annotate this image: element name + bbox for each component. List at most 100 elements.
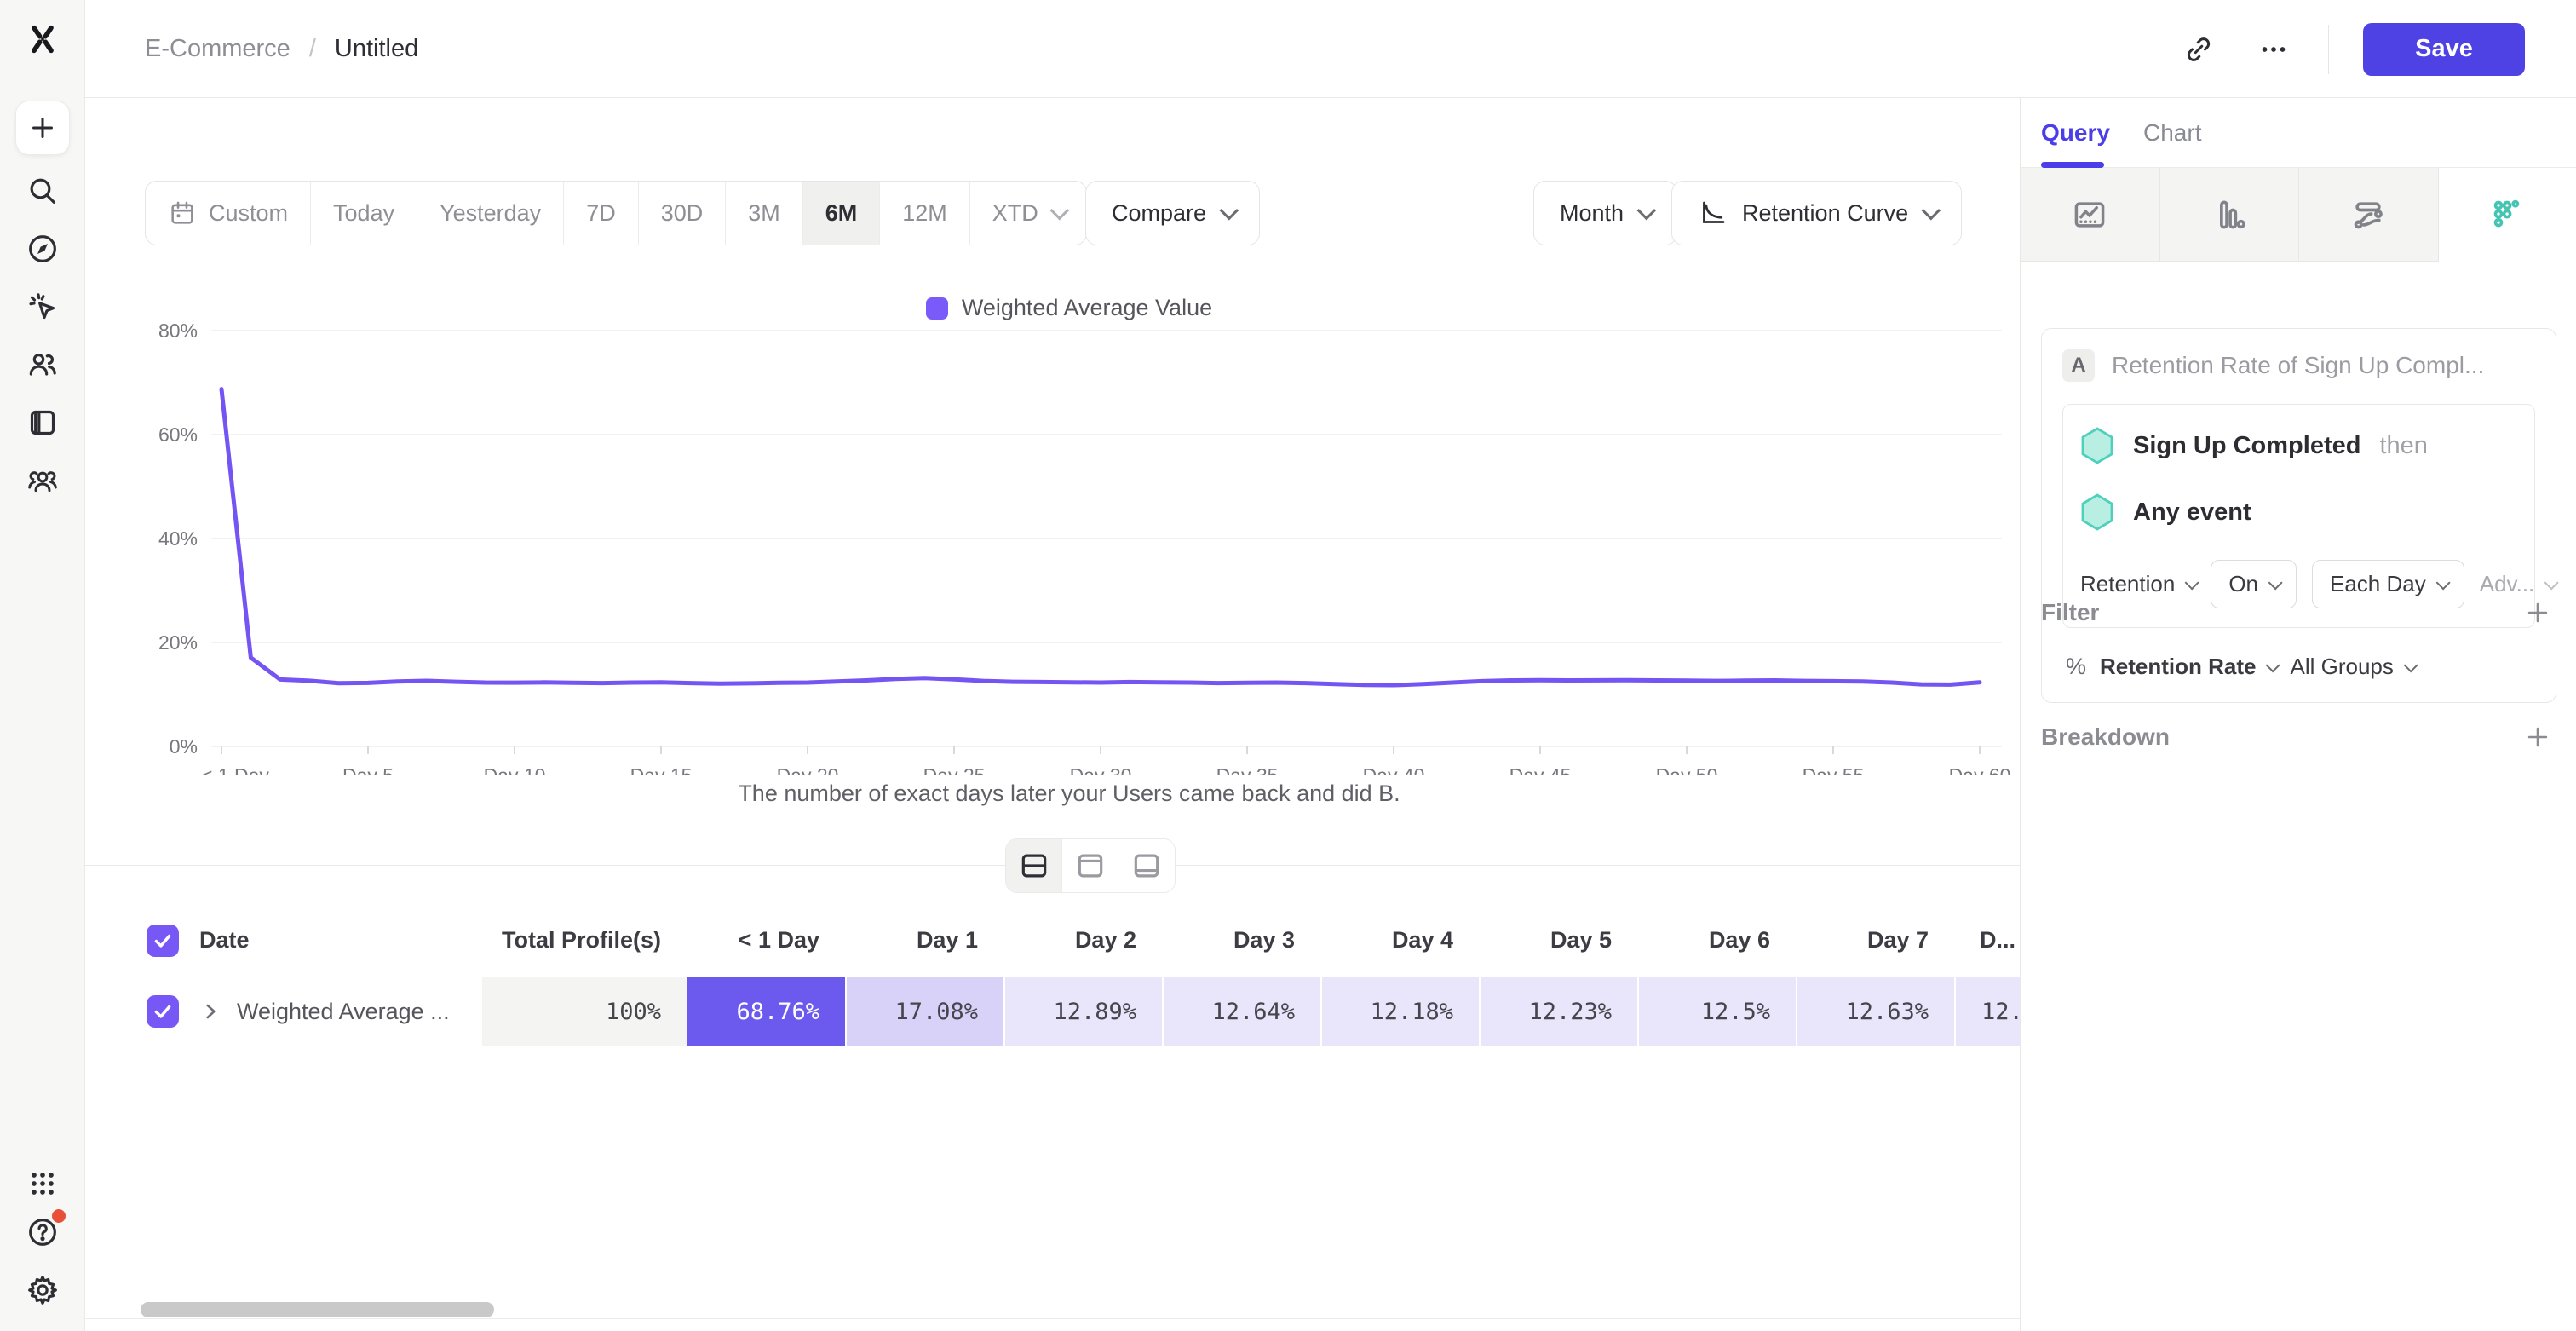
metric-row: % Retention Rate All Groups bbox=[2062, 654, 2535, 680]
retention-value-cell[interactable]: 12.89% bbox=[1003, 977, 1162, 1046]
on-dropdown[interactable]: On bbox=[2211, 560, 2297, 608]
column-header[interactable]: Day 4 bbox=[1391, 927, 1453, 953]
retention-line-chart[interactable]: 0% 20% 40% 60% 80% < 1 Day Day 5 Day 10 Day 15 Da… bbox=[119, 298, 2019, 775]
column-header[interactable]: Day 6 bbox=[1708, 927, 1770, 953]
y-axis-tick-label: 80% bbox=[158, 320, 198, 342]
query-definition-card: A Retention Rate of Sign Up Compl... Sig… bbox=[2041, 328, 2559, 703]
column-header[interactable]: Day 1 bbox=[916, 927, 978, 953]
column-header[interactable]: < 1 Day bbox=[738, 927, 819, 953]
copy-link-icon[interactable] bbox=[2178, 29, 2219, 70]
column-header[interactable]: Day 2 bbox=[1074, 927, 1136, 953]
settings-gear-icon[interactable] bbox=[22, 1270, 63, 1311]
column-header[interactable]: D... bbox=[1980, 927, 2016, 953]
panel-tab-bar: Query Chart bbox=[2021, 98, 2576, 168]
query-title-row[interactable]: A Retention Rate of Sign Up Compl... bbox=[2062, 349, 2535, 382]
tab-chart[interactable]: Chart bbox=[2143, 119, 2202, 146]
search-icon[interactable] bbox=[22, 170, 63, 211]
more-options-icon[interactable] bbox=[2253, 29, 2294, 70]
event-step-1[interactable]: Sign Up Completed then bbox=[2080, 427, 2517, 464]
column-header-date[interactable]: Date bbox=[199, 927, 250, 953]
tab-query[interactable]: Query bbox=[2041, 119, 2110, 146]
column-header[interactable]: Total Profile(s) bbox=[501, 927, 661, 953]
advanced-label: Adv... bbox=[2479, 571, 2535, 596]
plus-icon bbox=[32, 118, 53, 138]
groups-dropdown[interactable]: All Groups bbox=[2290, 654, 2418, 680]
retention-line-series[interactable] bbox=[219, 387, 1982, 688]
date-range-30d[interactable]: 30D bbox=[639, 182, 727, 245]
save-button[interactable]: Save bbox=[2363, 22, 2525, 76]
x-axis-tick-label: Day 25 bbox=[923, 764, 986, 775]
date-range-custom[interactable]: Custom bbox=[146, 182, 312, 245]
create-button[interactable] bbox=[14, 101, 70, 155]
event2-name: Any event bbox=[2133, 498, 2251, 526]
add-breakdown-button[interactable] bbox=[2519, 718, 2556, 756]
layout-chart-view-icon[interactable] bbox=[1062, 839, 1118, 892]
boards-icon[interactable] bbox=[22, 402, 63, 443]
date-range-label: XTD bbox=[992, 199, 1038, 226]
row-checkbox[interactable] bbox=[147, 995, 179, 1028]
retention-value-cell[interactable]: 100% bbox=[482, 977, 687, 1046]
granularity-label: Month bbox=[1560, 199, 1624, 226]
legend-swatch bbox=[925, 297, 948, 320]
retention-value-cell[interactable]: 12.23% bbox=[1479, 977, 1637, 1046]
column-header[interactable]: Day 7 bbox=[1866, 927, 1929, 953]
footer-divider bbox=[85, 1318, 2020, 1319]
x-axis-tick-label: Day 40 bbox=[1363, 764, 1425, 775]
date-range-label: Yesterday bbox=[440, 199, 542, 226]
legend-label: Weighted Average Value bbox=[961, 295, 1213, 320]
date-range-today[interactable]: Today bbox=[311, 182, 418, 245]
date-range-6m[interactable]: 6M bbox=[802, 182, 881, 245]
add-filter-button[interactable] bbox=[2519, 594, 2556, 631]
events-cursor-icon[interactable] bbox=[22, 286, 63, 327]
granularity-button[interactable]: Month bbox=[1533, 181, 1678, 245]
help-icon[interactable] bbox=[22, 1207, 68, 1253]
compare-button[interactable]: Compare bbox=[1085, 181, 1261, 245]
x-axis-tick-label: Day 5 bbox=[342, 764, 394, 775]
expand-row-icon[interactable] bbox=[199, 1000, 221, 1023]
retention-value-cell[interactable]: 12.5% bbox=[1637, 977, 1796, 1046]
retention-value-cell[interactable]: 12.64% bbox=[1162, 977, 1320, 1046]
x-axis-tick-label: Day 60 bbox=[1949, 764, 2011, 775]
metric-dropdown[interactable]: Retention Rate bbox=[2100, 654, 2281, 680]
interval-dropdown[interactable]: Each Day bbox=[2312, 560, 2464, 608]
breadcrumb-workspace[interactable]: E-Commerce bbox=[145, 35, 290, 62]
users-icon[interactable] bbox=[22, 344, 63, 385]
percent-icon: % bbox=[2066, 654, 2087, 679]
retention-value-cell[interactable]: 17.08% bbox=[845, 977, 1003, 1046]
y-axis-tick-label: 60% bbox=[158, 424, 198, 446]
date-range-yesterday[interactable]: Yesterday bbox=[417, 182, 565, 245]
retention-value-cell[interactable]: 68.76% bbox=[687, 977, 845, 1046]
report-tab-flows[interactable] bbox=[2299, 168, 2439, 262]
date-range-3m[interactable]: 3M bbox=[726, 182, 803, 245]
row-checkbox[interactable] bbox=[147, 924, 179, 957]
column-header[interactable]: Day 3 bbox=[1233, 927, 1295, 953]
chevron-down-icon bbox=[2435, 574, 2451, 590]
retention-value-cell[interactable]: 12. bbox=[1954, 977, 2020, 1046]
apps-grid-icon[interactable] bbox=[22, 1163, 63, 1204]
horizontal-scrollbar[interactable] bbox=[141, 1302, 494, 1317]
layout-table-view-icon[interactable] bbox=[1118, 839, 1175, 892]
retention-type-dropdown[interactable]: Retention bbox=[2080, 571, 2199, 597]
breadcrumb-page-title[interactable]: Untitled bbox=[334, 35, 419, 62]
breakdown-section: Breakdown bbox=[2041, 718, 2556, 756]
report-tab-insights[interactable] bbox=[2021, 168, 2160, 262]
retention-table: Date Total Profile(s) < 1 Day Day 1 Day 2 Day… bbox=[85, 916, 2020, 1046]
report-tab-retention[interactable] bbox=[2438, 168, 2576, 262]
retention-value-cell[interactable]: 12.63% bbox=[1796, 977, 1954, 1046]
event-step-2[interactable]: Any event bbox=[2080, 493, 2517, 531]
layout-split-view-icon[interactable] bbox=[1006, 839, 1062, 892]
date-range-7d[interactable]: 7D bbox=[564, 182, 639, 245]
x-axis-tick-label: < 1 Day bbox=[201, 764, 269, 775]
advanced-dropdown[interactable]: Adv... bbox=[2479, 571, 2559, 597]
groups-label: All Groups bbox=[2290, 654, 2394, 679]
column-header[interactable]: Day 5 bbox=[1550, 927, 1612, 953]
date-range-12m[interactable]: 12M bbox=[880, 182, 970, 245]
compass-icon[interactable] bbox=[22, 228, 63, 269]
chart-type-button[interactable]: Retention Curve bbox=[1671, 181, 1963, 245]
report-tab-funnels[interactable] bbox=[2159, 168, 2299, 262]
retention-value-cell[interactable]: 12.18% bbox=[1320, 977, 1479, 1046]
cohorts-icon[interactable] bbox=[22, 460, 63, 501]
date-range-xtd[interactable]: XTD bbox=[970, 182, 1086, 245]
chart-legend[interactable]: Weighted Average Value bbox=[119, 295, 2019, 321]
y-axis-tick-label: 0% bbox=[170, 735, 198, 758]
